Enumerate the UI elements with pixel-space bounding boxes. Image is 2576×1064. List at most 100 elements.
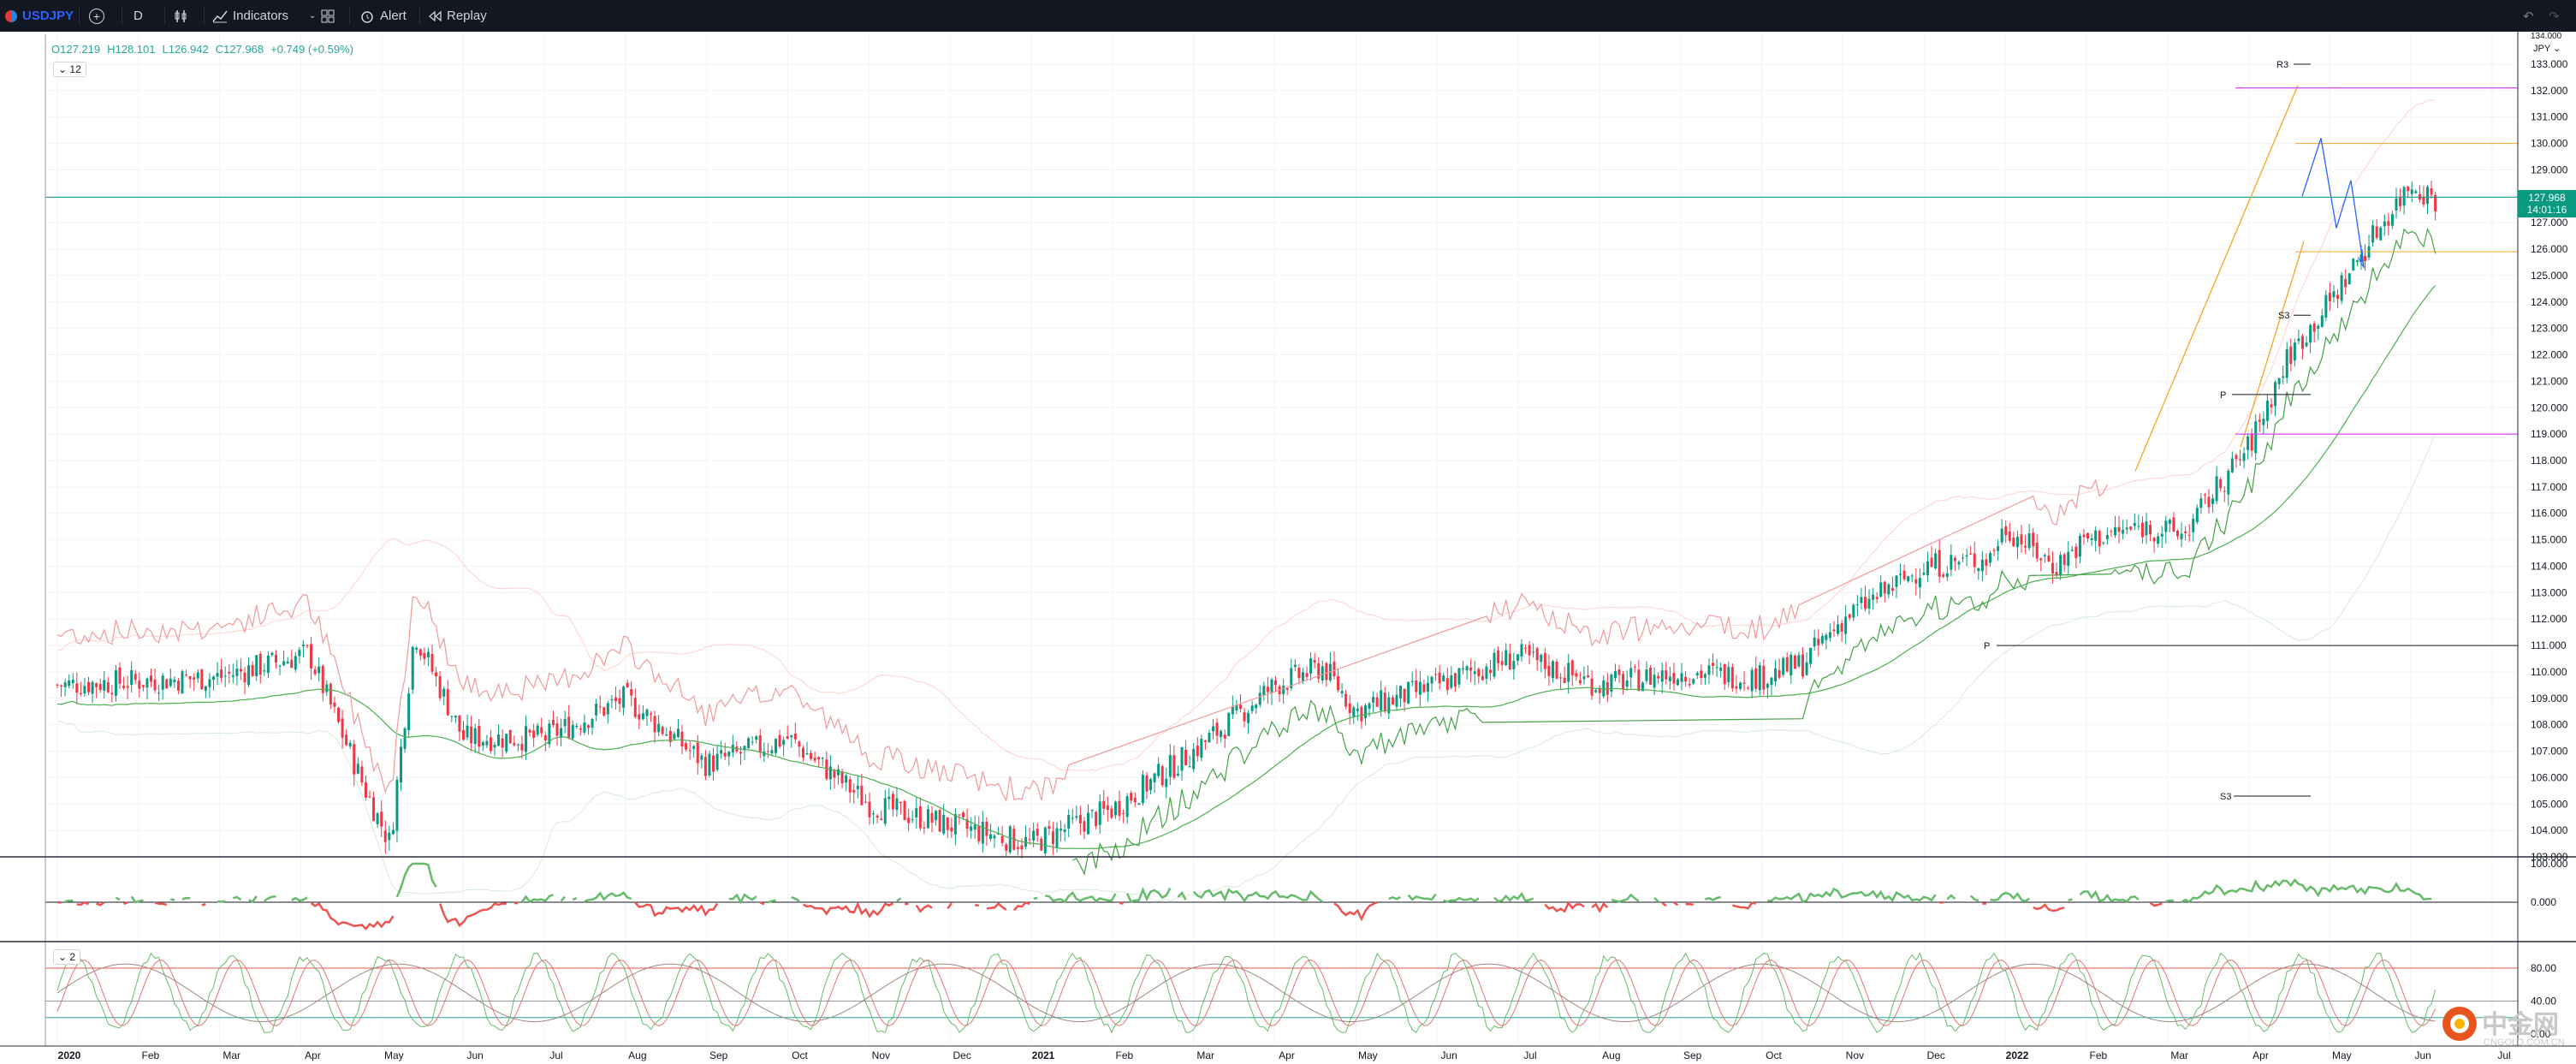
ohlc-low: L126.942 [162,43,209,56]
candle-body [2035,543,2039,559]
templates-button[interactable] [320,0,335,32]
momentum-positive-line [1493,891,1534,903]
momentum-negative-line [915,904,933,913]
redo-button[interactable]: ↷ [2549,0,2560,32]
candle-body [2300,336,2304,349]
candle-body [1133,797,1137,803]
momentum-negative-line [802,901,893,918]
candle-body [2125,527,2128,530]
momentum-negative-line [2149,901,2163,907]
candle-body [715,753,719,770]
candle-body [2238,459,2241,461]
candle-body [622,687,626,708]
candle-body [2039,558,2043,561]
candle-body [513,742,516,746]
candle-body [1075,816,1078,818]
momentum-positive-line [584,891,632,903]
chart-area[interactable]: R3 S3 P P S3 133.000 132.000 131.000 130.000 129… [0,32,2576,1064]
candle-body [1563,677,1566,684]
interval-button[interactable]: D [134,0,143,32]
candle-body [1087,812,1090,835]
candle-body [1317,663,1321,679]
undo-button[interactable]: ↶ [2523,0,2534,32]
candle-body [1610,675,1613,692]
indicators-collapse-button[interactable]: ⌄ 12 [53,62,86,77]
candle-body [71,680,74,684]
candle-body [91,681,94,694]
candle-body [1375,697,1379,707]
candle-body [103,680,106,691]
price-axis-label: 109.000 [2531,692,2568,704]
candle-body [1688,683,1691,686]
pivot-label: S3 [2220,792,2231,802]
candle-body [150,675,153,682]
candle-body [1372,697,1375,703]
candle-body [2242,453,2246,461]
candle-body [536,725,539,735]
indicators-button[interactable]: Indicators ⌄ [212,0,316,32]
candle-body [763,751,766,757]
compare-symbol-button[interactable]: + [89,0,104,32]
candle-body [270,652,274,656]
stoch-axis-label: 0.00 [2531,1028,2551,1040]
candle-body [255,655,258,676]
candle-body [1196,745,1199,757]
candle-body [2227,470,2230,495]
candle-body [1391,697,1394,705]
momentum-positive-line [1192,888,1324,903]
candle-body [1301,672,1304,681]
candle-body [653,716,656,733]
time-axis-label: Apr [305,1049,321,1061]
candle-body [1945,573,1949,577]
candle-body [1481,675,1484,681]
indicators-icon [212,10,228,22]
candle-body [1220,730,1223,737]
candle-body [1828,632,1831,639]
candle-body [1516,654,1519,661]
candle-body [938,810,941,832]
candle-body [2285,349,2288,378]
candle-body [2000,528,2003,543]
momentum-positive-line [791,896,800,902]
price-axis-label: 116.000 [2531,508,2567,520]
alert-button[interactable]: Alert [359,0,407,32]
candle-body [1790,654,1793,676]
candle-body [301,645,305,646]
symbol-search[interactable]: USDJPY [5,0,74,32]
candle-body [1587,675,1590,678]
chart-canvas[interactable]: R3 S3 P P S3 133.000 132.000 131.000 130.000 129… [0,32,2576,1064]
candle-body [793,734,797,740]
candle-body [1102,800,1106,809]
candle-body [692,746,696,749]
candle-body [2008,531,2011,541]
candle-body [2113,526,2116,536]
candle-body [157,692,161,694]
candle-body [1071,817,1074,819]
candle-body [856,785,859,790]
candle-body [735,746,739,752]
candle-body [98,684,102,690]
candle-body [540,727,543,734]
candle-body [1668,676,1671,681]
candle-body [1024,836,1028,847]
candle-body [1215,722,1219,736]
candle-body [1184,749,1188,765]
candle-body [525,726,528,752]
candle-body [188,675,192,680]
candle-body [528,729,531,733]
candle-body [2032,532,2035,547]
candle-body [2051,562,2054,574]
replay-button[interactable]: Replay [428,0,487,32]
candle-body [942,815,946,834]
chart-type-button[interactable] [173,0,188,32]
pivot-label: P [2220,390,2226,401]
candle-body [63,682,67,687]
candle-body [1125,796,1129,817]
moving-average-line [56,285,2437,850]
candle-body [1957,562,1961,565]
candle-body [2078,535,2081,557]
stoch-pane-collapse-button[interactable]: ⌄ 2 [53,949,81,965]
price-axis-label: 111.000 [2531,639,2567,651]
candle-body [426,651,430,658]
interval-label: D [134,9,143,23]
